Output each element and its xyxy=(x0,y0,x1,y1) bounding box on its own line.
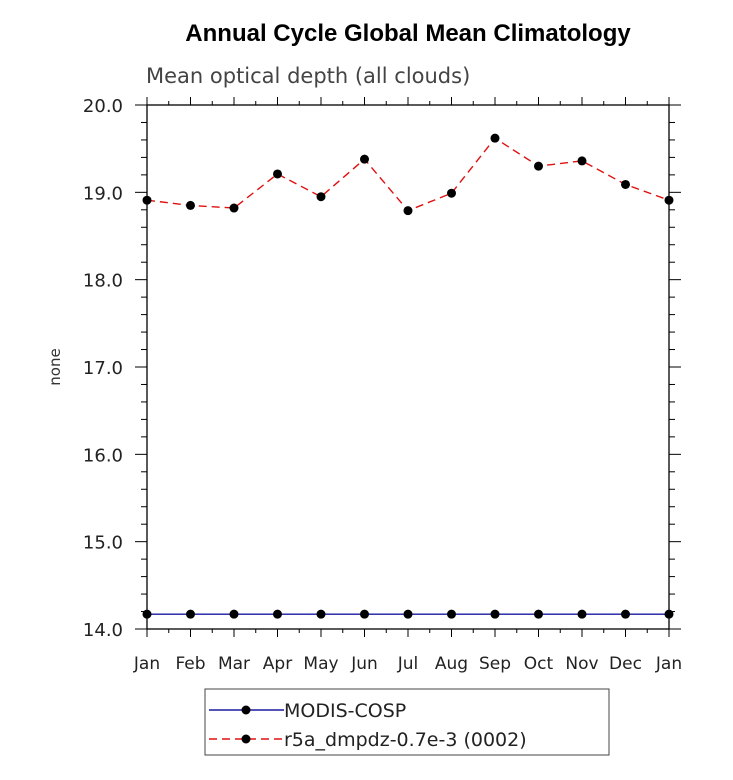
y-tick-label: 14.0 xyxy=(83,620,123,641)
data-point xyxy=(534,161,543,171)
y-tick-label: 16.0 xyxy=(83,445,123,466)
data-point xyxy=(403,206,413,216)
legend-marker-r5a xyxy=(241,734,251,744)
y-tick-labels: 14.0 15.0 16.0 17.0 18.0 19.0 20.0 xyxy=(83,96,123,641)
x-tick-label: Jan xyxy=(655,654,682,674)
x-tick-label: Nov xyxy=(565,654,598,674)
x-tick-label: Aug xyxy=(435,654,468,674)
chart-subtitle: Mean optical depth (all clouds) xyxy=(146,64,470,88)
data-point xyxy=(490,133,500,143)
chart-title: Annual Cycle Global Mean Climatology xyxy=(185,20,631,47)
data-point xyxy=(229,203,239,213)
data-point xyxy=(403,609,413,619)
legend-box xyxy=(204,688,610,756)
legend: MODIS-COSP r5a_dmpdz-0.7e-3 (0002) xyxy=(204,688,610,756)
x-tick-labels: Jan Feb Mar Apr May Jun Jul Aug Sep Oct Nov Dec Jan xyxy=(133,654,682,674)
x-tick-label: Jan xyxy=(133,654,160,674)
x-tick-label: Oct xyxy=(524,654,554,674)
y-tick-label: 20.0 xyxy=(83,96,123,117)
data-point xyxy=(534,609,543,619)
axis-ticks xyxy=(135,97,681,637)
data-point xyxy=(577,609,587,619)
legend-marker-modis xyxy=(241,705,251,715)
y-tick-label: 18.0 xyxy=(83,271,123,292)
x-tick-label: May xyxy=(303,654,338,674)
plot-frame xyxy=(146,104,670,630)
x-tick-label: Jun xyxy=(350,654,378,674)
data-point xyxy=(360,609,369,619)
data-point xyxy=(316,192,326,202)
x-tick-label: Jul xyxy=(397,654,419,674)
x-tick-label: Mar xyxy=(218,654,250,674)
data-point xyxy=(447,188,456,198)
data-point xyxy=(447,609,456,619)
data-point xyxy=(186,200,195,210)
data-point xyxy=(621,179,630,189)
series-layer xyxy=(142,133,674,619)
data-point xyxy=(186,609,195,619)
y-tick-label: 15.0 xyxy=(83,533,123,554)
data-point xyxy=(316,609,326,619)
y-axis-label: none xyxy=(46,348,64,385)
data-point xyxy=(621,609,630,619)
x-tick-label: Sep xyxy=(479,654,511,674)
data-point xyxy=(577,156,587,166)
x-tick-label: Dec xyxy=(609,654,642,674)
data-point xyxy=(360,154,369,164)
data-point xyxy=(490,609,500,619)
y-tick-label: 19.0 xyxy=(83,183,123,204)
data-point xyxy=(273,609,282,619)
x-tick-label: Apr xyxy=(263,654,292,674)
legend-label-modis: MODIS-COSP xyxy=(284,700,406,722)
series-line xyxy=(146,137,670,212)
x-tick-label: Feb xyxy=(175,654,205,674)
y-tick-label: 17.0 xyxy=(83,358,123,379)
data-point xyxy=(273,169,282,179)
legend-label-r5a: r5a_dmpdz-0.7e-3 (0002) xyxy=(284,729,527,751)
data-point xyxy=(229,609,239,619)
